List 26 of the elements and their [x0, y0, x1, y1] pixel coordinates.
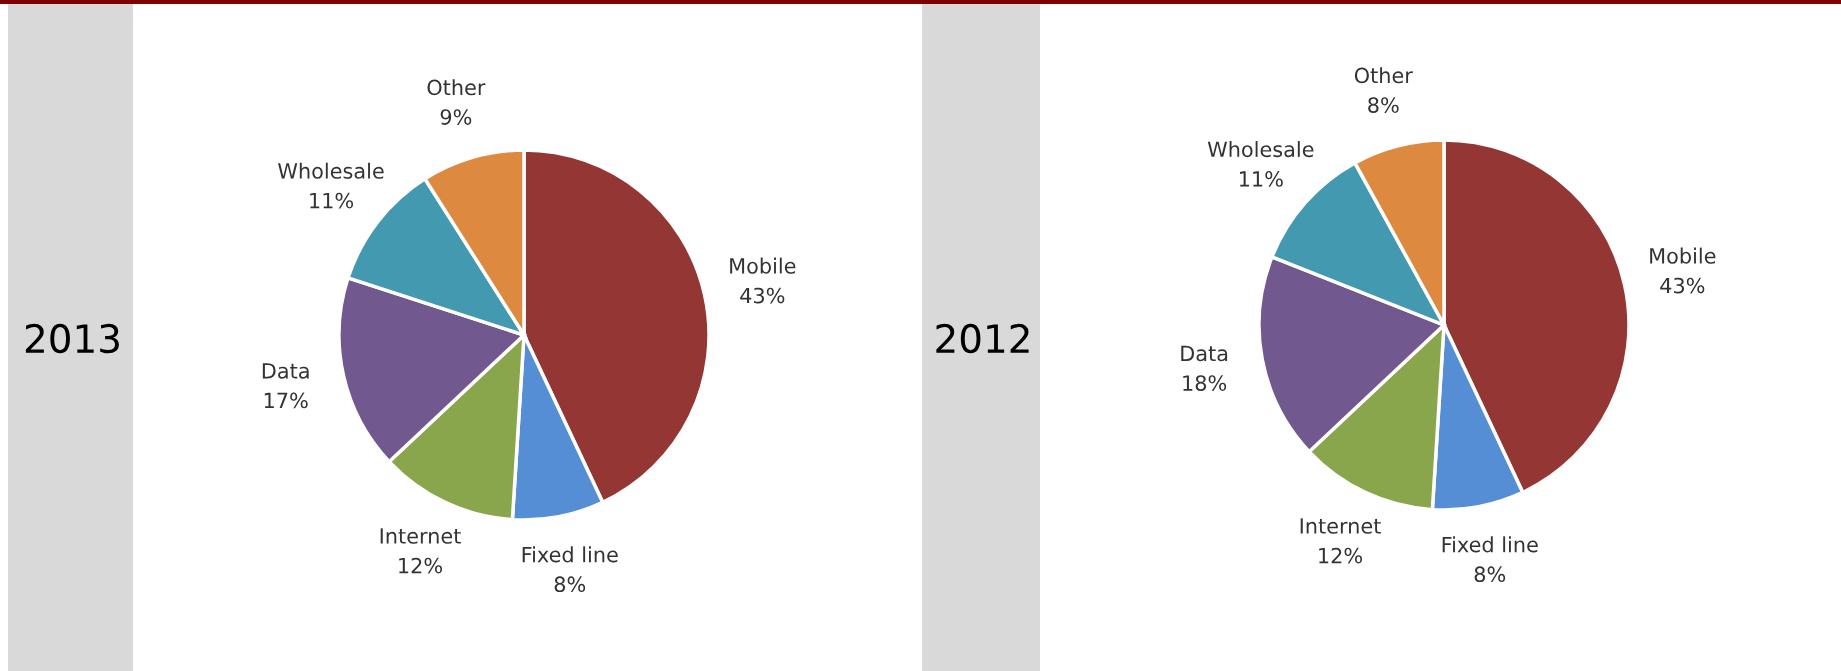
- text: 2013: [25, 323, 119, 354]
- slice-label: Mobile: [1650, 247, 1716, 264]
- data-label: 11%: [1239, 171, 1283, 187]
- data-label: 17%: [264, 392, 308, 409]
- data-label: 11%: [310, 192, 354, 209]
- data-label: 43%: [740, 287, 785, 304]
- data-label: 12%: [399, 557, 443, 574]
- slice-label: Data: [262, 363, 309, 379]
- slice-label: Data: [1181, 345, 1228, 362]
- slice-label: Internet: [380, 528, 461, 544]
- text: 2012: [936, 323, 1029, 354]
- slice-label: Fixed line: [1442, 536, 1538, 553]
- data-label: 8%: [1368, 97, 1399, 113]
- slice-label: Wholesale: [278, 162, 384, 179]
- slice-label: Other: [1354, 67, 1413, 84]
- data-label: 12%: [1319, 547, 1363, 564]
- data-label: 18%: [1183, 375, 1227, 391]
- slice-label: Mobile: [730, 257, 796, 274]
- data-label: 43%: [1660, 277, 1705, 294]
- slice-label: Internet: [1300, 518, 1381, 534]
- slice-label: Other: [427, 79, 486, 96]
- slice-label: Fixed line: [522, 546, 618, 563]
- data-label: 8%: [554, 576, 586, 593]
- slice-label: Wholesale: [1207, 141, 1314, 158]
- data-label: 9%: [440, 109, 472, 125]
- data-label: 8%: [1474, 566, 1506, 583]
